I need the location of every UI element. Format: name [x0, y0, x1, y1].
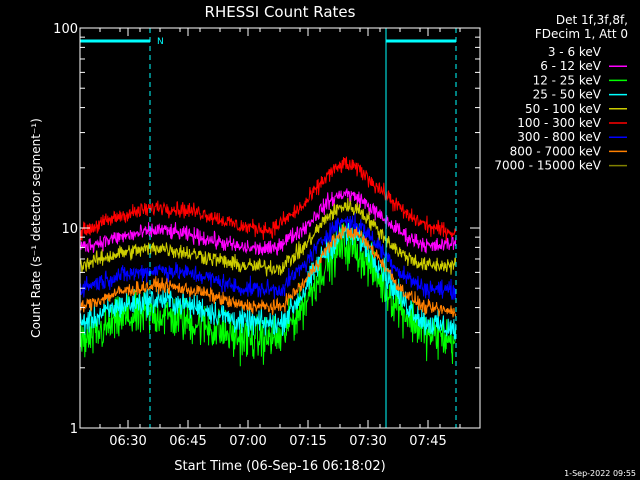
chart-title: RHESSI Count Rates [205, 3, 356, 21]
series-line-50-100kev [79, 197, 457, 277]
series-line-25-50kev [79, 222, 457, 342]
legend-label: 50 - 100 keV [525, 102, 602, 116]
legend-label: 3 - 6 keV [548, 45, 602, 59]
legend-label: 7000 - 15000 keV [494, 159, 601, 173]
series-line-100-300kev [79, 156, 457, 242]
x-tick-label: 07:00 [229, 434, 266, 449]
x-tick-label: 07:30 [349, 434, 386, 449]
series-line-800-7000kev [79, 224, 457, 318]
legend-label: 300 - 800 keV [517, 130, 601, 144]
legend-label: 100 - 300 keV [517, 116, 601, 130]
x-tick-label: 06:45 [169, 434, 206, 449]
y-tick-label: 100 [53, 22, 78, 37]
y-tick-label: 1 [70, 422, 78, 437]
x-tick-label: 07:45 [409, 434, 446, 449]
legend-header-line-2: FDecim 1, Att 0 [535, 27, 628, 41]
legend-label: 12 - 25 keV [533, 73, 602, 87]
legend-header-line-1: Det 1f,3f,8f, [556, 13, 628, 27]
legend-label: 800 - 7000 keV [510, 144, 602, 158]
night-label: N [157, 37, 164, 47]
x-axis-label: Start Time (06-Sep-16 06:18:02) [174, 459, 385, 474]
footer-timestamp: 1-Sep-2022 09:55 [564, 469, 636, 478]
series-line-3-6kev [79, 122, 457, 152]
x-tick-label: 06:30 [109, 434, 146, 449]
legend-label: 6 - 12 keV [540, 59, 602, 73]
series-line-300-800kev [79, 212, 457, 300]
x-tick-label: 07:15 [289, 434, 326, 449]
legend-label: 25 - 50 keV [533, 88, 602, 102]
series-line-6-12kev [79, 188, 457, 256]
y-axis-label: Count Rate (s⁻¹ detector segment⁻¹) [29, 118, 43, 338]
y-tick-label: 10 [61, 222, 78, 237]
